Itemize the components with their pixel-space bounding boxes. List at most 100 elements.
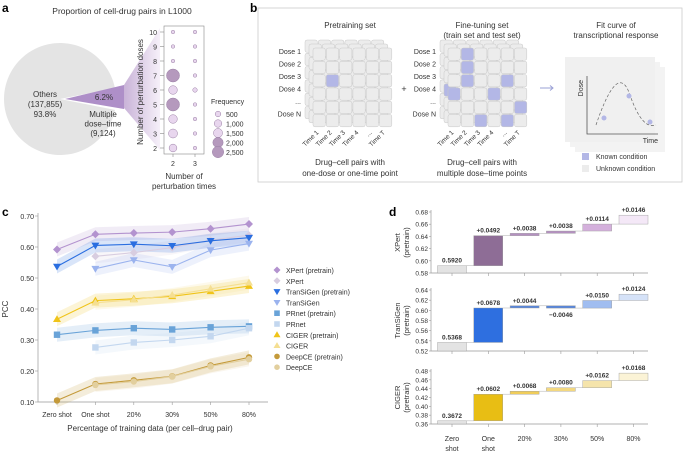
bar-value-label: 0.3672 — [442, 413, 462, 420]
legend-bubble — [213, 119, 223, 128]
axis-dose-label: Dose — [578, 80, 585, 96]
data-point — [92, 327, 99, 334]
data-point — [53, 331, 61, 338]
data-point — [130, 339, 137, 346]
bubble — [192, 145, 198, 151]
bar-value-label: +0.0044 — [513, 298, 537, 305]
grid-cell — [379, 87, 393, 101]
bubble — [166, 97, 180, 112]
known-point — [626, 93, 632, 99]
data-point — [206, 247, 215, 255]
bar-value-label: +0.0150 — [585, 292, 609, 299]
data-point — [168, 291, 177, 298]
bubble-legend-label: 2,500 — [226, 150, 244, 157]
y-tick-label: 0.40 — [415, 404, 428, 411]
grid-cell — [461, 47, 474, 61]
grid-cell — [474, 74, 488, 88]
waterfall-bar — [618, 293, 649, 301]
y-tick-label: 0.44 — [415, 386, 428, 393]
grid-cell — [461, 61, 474, 74]
finetuning-caption: Drug–cell pairs with — [447, 158, 517, 167]
waterfall-bar — [582, 380, 612, 388]
subplot-y-label: TranSiGen — [393, 303, 402, 339]
data-point — [245, 356, 253, 363]
bubble-legend-label: 1,500 — [226, 131, 244, 138]
finetuning-title: (train set and test set) — [443, 31, 521, 40]
bubble — [192, 29, 198, 35]
grid-cell — [352, 100, 366, 114]
bubble-x-label: perturbation times — [152, 182, 216, 191]
grid-cell — [365, 61, 379, 74]
pretraining-caption: Drug–cell pairs with — [315, 158, 385, 167]
grid-cell — [474, 61, 488, 74]
dose-label: Dose 2 — [279, 62, 301, 69]
data-point — [53, 263, 61, 271]
y-tick-label: 0.10 — [20, 400, 34, 407]
grid-cell — [379, 100, 393, 114]
pie-label-multiple: (9,124) — [90, 129, 116, 138]
grid-cell — [461, 100, 474, 114]
y-tick-label: 0.48 — [415, 369, 428, 376]
subplot-y-label: (pretrain) — [402, 227, 411, 258]
pie-title: Proportion of cell-drug pairs in L1000 — [52, 6, 192, 16]
legend-label: DeepCE — [286, 365, 313, 372]
pie-slice-multiple — [65, 85, 124, 109]
pie-percent-multiple: 6.2% — [95, 93, 113, 102]
bubble — [168, 128, 178, 139]
axis-time-label: Time — [643, 138, 658, 145]
subplot-y-label: CIGER — [393, 385, 402, 409]
y-tick-label: 0.54 — [415, 338, 428, 345]
legend-marker — [273, 331, 281, 338]
legend-marker — [273, 277, 281, 285]
data-point — [207, 363, 214, 370]
bubble-x-label: Number of — [165, 172, 203, 181]
x-tick-label: One — [482, 436, 495, 443]
y-tick-label: 0.60 — [415, 258, 428, 265]
x-tick-label: 3 — [193, 161, 197, 168]
y-tick-label: 0.50 — [20, 276, 34, 283]
y-tick-label: 5 — [153, 103, 157, 110]
waterfall-bar — [618, 372, 649, 381]
grid-cell — [514, 47, 528, 61]
bar-value-label: +0.0038 — [549, 223, 573, 230]
bubble — [168, 143, 178, 153]
axes — [430, 288, 648, 352]
panel-label-c: c — [2, 205, 9, 219]
grid-cell — [339, 47, 353, 61]
grid-cell — [474, 100, 488, 114]
bubble-y-label: Number of perturbation doses — [136, 39, 145, 145]
bubble — [166, 68, 180, 83]
pie-count-others: (137,855) — [28, 100, 63, 109]
bar-value-label: +0.0038 — [513, 225, 537, 232]
y-tick-label: 10 — [149, 30, 157, 37]
legend-bubble — [213, 128, 223, 138]
legend-label: DeepCE (pretrain) — [286, 354, 343, 361]
grid-cell — [500, 114, 514, 128]
data-point — [91, 242, 100, 250]
bubble-legend-label: 2,000 — [226, 141, 244, 148]
bar-value-label: +0.0162 — [585, 373, 609, 380]
grid-cell — [326, 47, 339, 61]
pie-label-others: Others — [33, 90, 57, 99]
x-tick-label: 2 — [171, 161, 175, 168]
grid-cell — [461, 87, 474, 101]
data-point — [207, 324, 214, 331]
y-tick-label: 0.52 — [415, 349, 428, 356]
grid-cell — [379, 61, 393, 74]
y-tick-label: 2 — [153, 146, 157, 153]
grid-cell — [447, 61, 461, 74]
grid-cell — [514, 61, 528, 74]
grid-cell — [352, 47, 366, 61]
subplot-y-label: (pretrain) — [402, 382, 411, 413]
y-tick-label: 4 — [153, 117, 157, 124]
waterfall-bar — [437, 265, 467, 274]
legend-marker — [274, 353, 280, 360]
pie-label-multiple: dose–time — [85, 120, 122, 129]
legend-swatch — [582, 153, 589, 160]
arrow-icon — [540, 85, 554, 91]
grid-cell — [312, 61, 326, 74]
waterfall-bar — [546, 230, 576, 234]
grid-cell — [500, 74, 514, 88]
legend-label: TranSiGen — [286, 300, 320, 307]
